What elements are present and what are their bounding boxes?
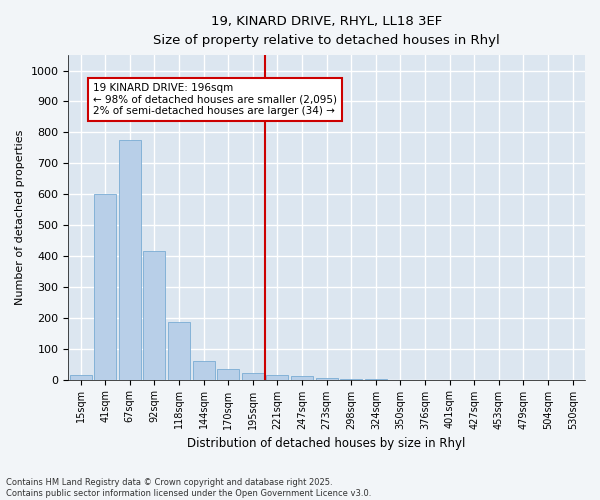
Bar: [119, 140, 141, 380]
Bar: [143, 252, 166, 380]
Bar: [242, 374, 264, 380]
Text: 19 KINARD DRIVE: 196sqm
← 98% of detached houses are smaller (2,095)
2% of semi-: 19 KINARD DRIVE: 196sqm ← 98% of detache…: [93, 83, 337, 116]
Bar: [168, 322, 190, 380]
Y-axis label: Number of detached properties: Number of detached properties: [15, 130, 25, 305]
Bar: [340, 378, 362, 380]
Bar: [70, 375, 92, 380]
Text: Contains HM Land Registry data © Crown copyright and database right 2025.
Contai: Contains HM Land Registry data © Crown c…: [6, 478, 371, 498]
X-axis label: Distribution of detached houses by size in Rhyl: Distribution of detached houses by size …: [187, 437, 466, 450]
Title: 19, KINARD DRIVE, RHYL, LL18 3EF
Size of property relative to detached houses in: 19, KINARD DRIVE, RHYL, LL18 3EF Size of…: [153, 15, 500, 47]
Bar: [291, 376, 313, 380]
Bar: [316, 378, 338, 380]
Bar: [94, 194, 116, 380]
Bar: [217, 369, 239, 380]
Bar: [266, 375, 289, 380]
Bar: [193, 361, 215, 380]
